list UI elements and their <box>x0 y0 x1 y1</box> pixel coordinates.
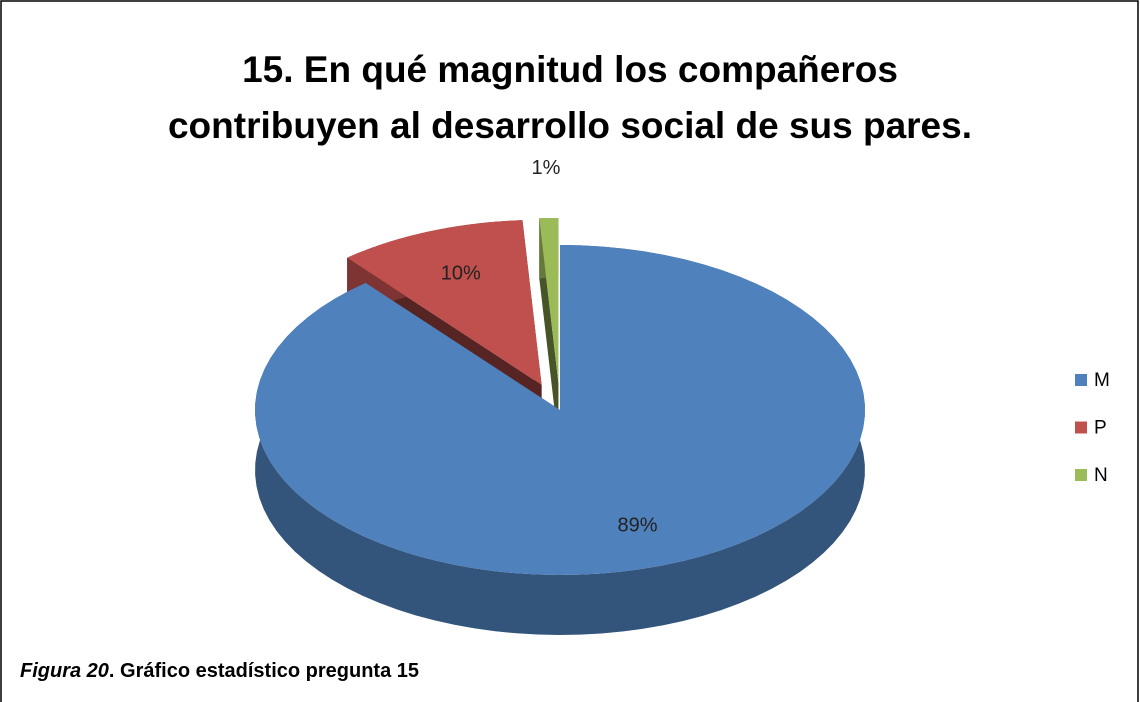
slice <box>539 217 559 383</box>
chart-title: 15. En qué magnitud los compañeros <box>242 49 898 90</box>
legend-swatch <box>1075 469 1087 481</box>
caption-figure: Figura 20 <box>20 660 109 682</box>
chart-title: contribuyen al desarrollo social de sus … <box>168 105 972 146</box>
legend-label: M <box>1094 370 1110 391</box>
slice <box>255 245 865 575</box>
data-label: 10% <box>441 263 481 285</box>
data-label: 89% <box>617 515 657 537</box>
caption-text: . Gráfico estadístico pregunta 15 <box>109 660 419 682</box>
slice <box>347 220 542 385</box>
legend-label: P <box>1094 418 1107 439</box>
legend-swatch <box>1075 421 1087 434</box>
caption: Figura 20. Gráfico estadístico pregunta … <box>20 660 419 682</box>
legend-swatch <box>1075 374 1087 386</box>
legend-label: N <box>1094 465 1108 486</box>
data-label: 1% <box>532 157 561 179</box>
